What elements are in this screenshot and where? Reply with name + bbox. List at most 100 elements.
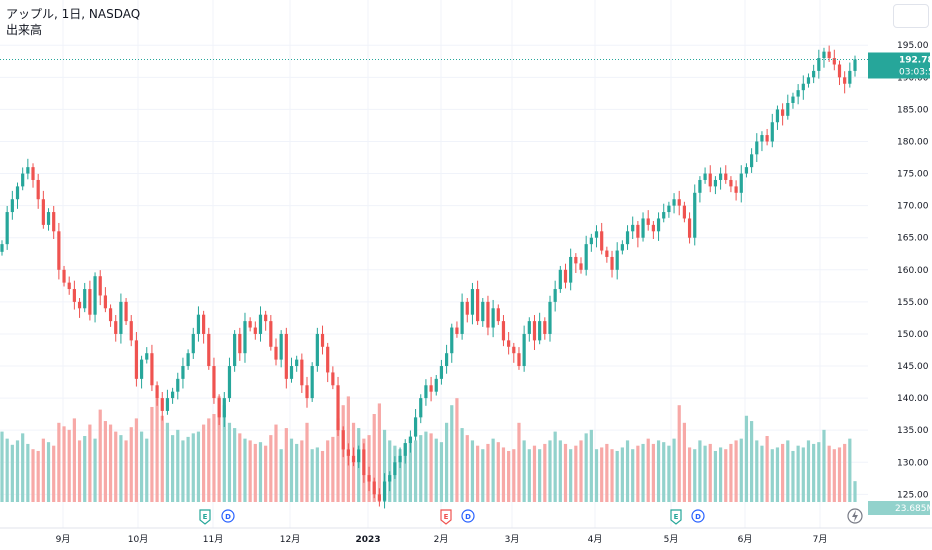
- volume-bar: [62, 426, 66, 502]
- candle-body: [589, 237, 593, 245]
- candle-body: [636, 224, 640, 238]
- volume-bar: [553, 431, 557, 502]
- earnings-icon[interactable]: E: [670, 509, 682, 525]
- volume-bar: [160, 415, 164, 502]
- volume-bar: [388, 440, 392, 502]
- candle-body: [36, 179, 40, 200]
- volume-badge: 23.685M: [868, 501, 932, 515]
- volume-bar: [770, 449, 774, 502]
- candle-body: [103, 295, 107, 309]
- earnings-icon-glyph: E: [444, 513, 449, 521]
- earnings-icon[interactable]: E: [440, 509, 452, 525]
- candle-body: [150, 353, 154, 386]
- volume-bar: [641, 443, 645, 502]
- candle-body: [770, 122, 774, 142]
- candle-body: [806, 77, 811, 84]
- chart-settings-button[interactable]: [893, 4, 929, 28]
- earnings-icon-shape: [670, 509, 682, 525]
- volume-bar: [703, 445, 707, 502]
- candle-body: [315, 333, 319, 367]
- candle-body: [507, 340, 511, 347]
- candle-body: [641, 218, 645, 238]
- volume-bar: [202, 424, 206, 502]
- candle-body: [765, 135, 769, 142]
- time-axis-label: 10月: [128, 534, 148, 545]
- candle-body: [300, 359, 304, 386]
- volume-bar: [667, 445, 671, 502]
- volume-bar: [837, 447, 842, 502]
- volume-bar: [548, 440, 552, 502]
- price-axis-label: 195.00: [897, 41, 929, 51]
- candle-body: [538, 321, 542, 341]
- time-axis-label: 5月: [664, 534, 679, 545]
- volume-bar: [496, 442, 500, 502]
- volume-bar: [444, 422, 449, 502]
- candle-body: [15, 186, 20, 200]
- volume-indicator-label[interactable]: 出来高: [6, 23, 43, 37]
- volume-bar: [134, 418, 139, 502]
- volume-bar: [300, 440, 304, 502]
- volume-bar: [145, 438, 149, 502]
- volume-bar: [320, 450, 325, 502]
- candle-body: [512, 346, 516, 354]
- earnings-icon[interactable]: E: [199, 509, 211, 525]
- candle-body: [403, 443, 407, 456]
- volume-bar: [470, 440, 475, 502]
- candle-body: [651, 224, 655, 232]
- candle-body: [393, 462, 397, 476]
- candle-body: [362, 449, 366, 476]
- candle-body: [57, 231, 61, 270]
- candle-body: [713, 179, 718, 187]
- volume-bar: [708, 443, 712, 502]
- time-axis-label: 6月: [738, 534, 753, 545]
- candle-body: [67, 282, 71, 290]
- volume-bar: [279, 449, 283, 502]
- volume-bar: [832, 449, 836, 502]
- time-axis-label: 4月: [588, 534, 603, 545]
- volume-bar: [843, 443, 847, 502]
- dividend-icon-shape: [221, 509, 235, 523]
- volume-bar: [264, 445, 268, 502]
- volume-bar: [243, 438, 247, 502]
- candle-body: [331, 372, 335, 386]
- volume-bar: [693, 449, 697, 502]
- price-axis-label: 175.00: [897, 170, 929, 180]
- candles: [0, 45, 857, 509]
- candle-body: [26, 167, 30, 174]
- candle-body: [450, 327, 454, 354]
- candle-body: [656, 218, 661, 232]
- candle-body: [253, 327, 257, 334]
- dividend-icon[interactable]: D: [461, 509, 475, 523]
- candle-body: [729, 179, 733, 187]
- flash-icon[interactable]: [847, 508, 863, 524]
- time-axis-label: 2023: [355, 535, 380, 545]
- dividend-icon[interactable]: D: [221, 509, 235, 523]
- dividend-icon[interactable]: D: [691, 509, 705, 523]
- candle-body: [465, 301, 469, 315]
- symbol-title[interactable]: アップル, 1日, NASDAQ: [6, 7, 141, 21]
- volume-bar: [460, 428, 464, 502]
- dividend-icon-glyph: D: [225, 513, 231, 521]
- volume-bar: [124, 440, 128, 502]
- candle-body: [408, 436, 413, 444]
- volume-bar: [150, 406, 154, 502]
- candle-body: [455, 327, 459, 334]
- candle-body: [486, 301, 490, 328]
- volume-bar: [403, 443, 407, 502]
- candle-body: [791, 96, 795, 103]
- candle-body: [108, 308, 113, 322]
- volume-bar: [491, 438, 495, 502]
- volume-bar: [382, 429, 387, 502]
- candle-body: [382, 481, 387, 501]
- volume-bar: [806, 440, 811, 502]
- candle-body: [439, 366, 444, 379]
- candle-body: [822, 51, 826, 59]
- candle-body: [620, 244, 624, 251]
- candle-body: [207, 333, 211, 367]
- volume-bar: [119, 435, 123, 502]
- candle-body: [202, 314, 206, 334]
- volume-bar: [253, 443, 257, 502]
- candle-body: [31, 167, 35, 180]
